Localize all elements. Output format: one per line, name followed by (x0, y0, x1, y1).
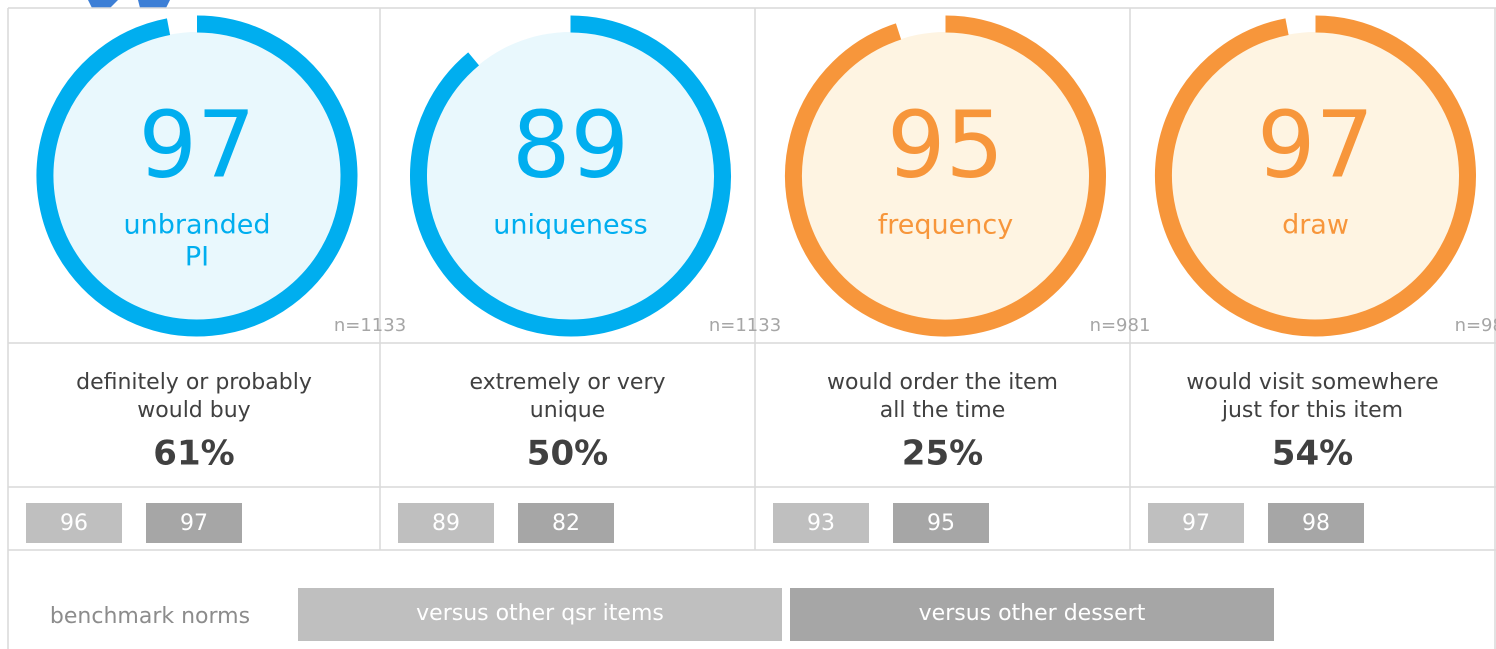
legend-label: versus other dessert (919, 601, 1146, 626)
description: all the time (880, 398, 1006, 423)
description: just for this item (1221, 398, 1403, 423)
gauge-label: uniqueness (493, 210, 647, 241)
benchmark-value: 89 (432, 511, 460, 536)
logo-shape (88, 0, 118, 8)
description: definitely or probably (76, 370, 312, 395)
gauge-score: 89 (512, 91, 629, 198)
gauge-score: 97 (1257, 91, 1374, 198)
legend-title: benchmark norms (50, 604, 250, 629)
percent: 50% (527, 434, 608, 474)
sample-size: n=981 (1455, 315, 1496, 336)
benchmark-value: 97 (180, 511, 208, 536)
description: unique (530, 398, 605, 423)
benchmark-value: 97 (1182, 511, 1210, 536)
sample-size: n=1133 (334, 315, 406, 336)
percent: 25% (902, 434, 983, 474)
dashboard: benchmark norms 97 unbrandedPI n=1133 defin… (0, 0, 1496, 649)
gauge-label: PI (185, 242, 209, 273)
benchmark-value: 95 (927, 511, 955, 536)
percent: 61% (153, 434, 234, 474)
percent: 54% (1272, 434, 1353, 474)
legend-label: versus other qsr items (416, 601, 664, 626)
gauge-score: 97 (138, 91, 255, 198)
gauge-label: draw (1282, 210, 1349, 241)
benchmark-value: 96 (60, 511, 88, 536)
benchmark-value: 98 (1302, 511, 1330, 536)
benchmark-value: 82 (552, 511, 580, 536)
description: extremely or very (469, 370, 665, 395)
page: benchmark norms 97 unbrandedPI n=1133 defin… (0, 0, 1496, 649)
gauge-label: frequency (878, 210, 1013, 241)
sample-size: n=981 (1090, 315, 1151, 336)
description: would order the item (827, 370, 1058, 395)
benchmark-value: 93 (807, 511, 835, 536)
description: would buy (137, 398, 250, 423)
gauge-label: unbranded (123, 210, 270, 241)
logo-shape (138, 0, 170, 8)
logo-fragment (88, 0, 170, 8)
gauge-score: 95 (887, 91, 1004, 198)
sample-size: n=1133 (709, 315, 781, 336)
description: would visit somewhere (1186, 370, 1438, 395)
